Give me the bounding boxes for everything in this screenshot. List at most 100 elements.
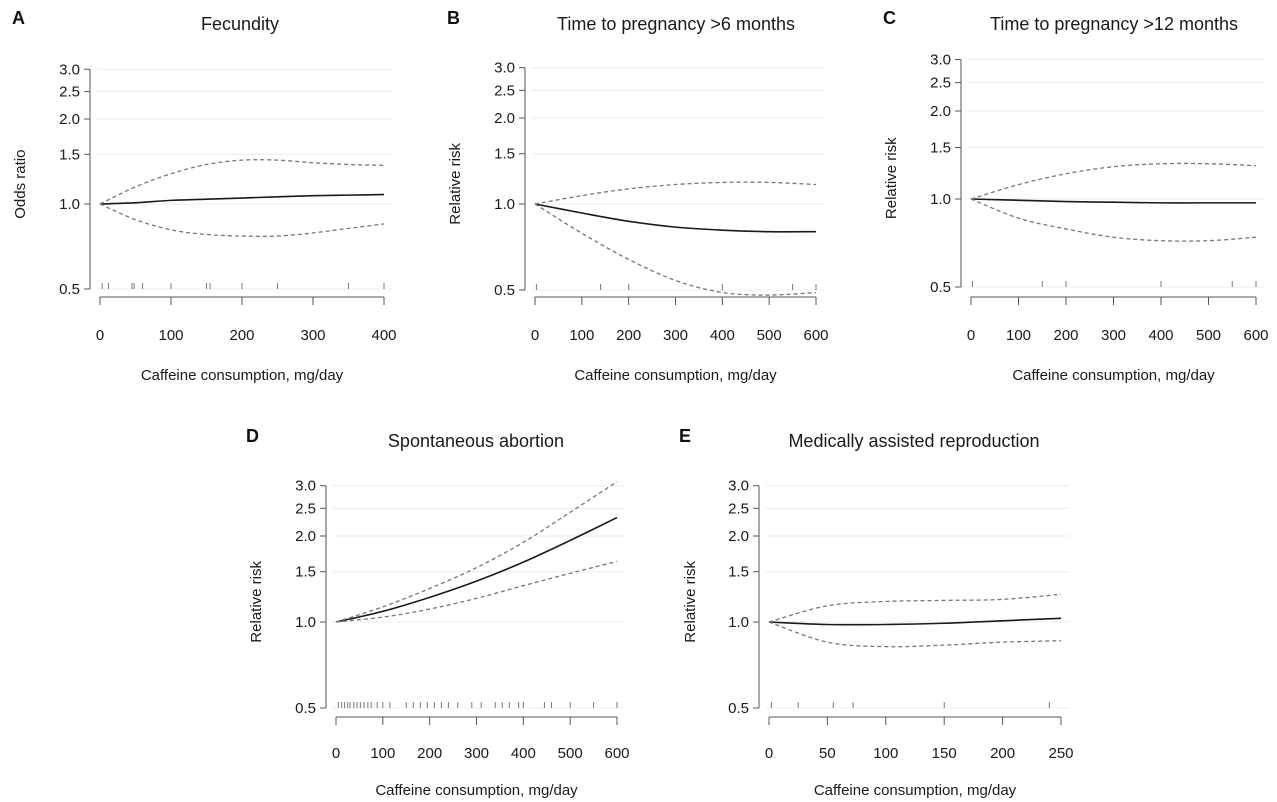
ci-upper-line [335, 481, 618, 623]
x-tick-label: 100 [1006, 327, 1031, 344]
x-tick-label: 300 [1101, 327, 1126, 344]
y-tick-label: 1.0 [930, 191, 951, 208]
x-tick-label: 300 [663, 327, 688, 344]
panel-d: D Spontaneous abortion 0.5 1.0 1.5 2.0 2.5 3.0 R… [246, 426, 630, 799]
y-axis-label: Relative risk [447, 143, 464, 225]
ci-upper-line [768, 593, 1062, 623]
y-tick-label: 2.5 [494, 82, 515, 99]
panel-e: E Medically assisted reproduction 0.5 1.0 1.… [679, 426, 1074, 799]
estimate-line [534, 203, 817, 233]
ci-upper-line [970, 162, 1257, 200]
estimate-line [768, 617, 1062, 626]
x-tick-label: 200 [417, 745, 442, 762]
y-tick-label: 3.0 [59, 61, 80, 78]
y-tick-label: 1.5 [59, 146, 80, 163]
y-tick-label: 2.5 [930, 75, 951, 92]
y-tick-label: 2.5 [728, 500, 749, 517]
ci-lower-line [99, 203, 385, 238]
panel-letter: D [246, 426, 259, 446]
y-tick-label: 1.5 [295, 564, 316, 581]
y-tick-label: 2.0 [59, 111, 80, 128]
estimate-line [335, 516, 618, 623]
y-tick-label: 3.0 [494, 60, 515, 77]
y-tick-label: 2.0 [728, 528, 749, 545]
panel-title: Fecundity [201, 14, 279, 34]
x-tick-label: 500 [1196, 327, 1221, 344]
x-tick-label: 100 [370, 745, 395, 762]
panel-title: Medically assisted reproduction [788, 431, 1039, 451]
x-tick-label: 200 [616, 327, 641, 344]
x-tick-label: 400 [371, 327, 396, 344]
ci-lower-line [970, 198, 1257, 242]
ci-lower-line [534, 203, 817, 296]
y-tick-label: 1.5 [728, 564, 749, 581]
x-tick-label: 300 [300, 327, 325, 344]
panel-letter: A [12, 8, 25, 28]
y-tick-label: 0.5 [494, 282, 515, 299]
y-tick-label: 3.0 [295, 478, 316, 495]
panel-title: Time to pregnancy >6 months [557, 14, 795, 34]
panel-letter: C [883, 8, 896, 28]
x-tick-label: 200 [1053, 327, 1078, 344]
ci-upper-line [99, 159, 385, 205]
y-axis-label: Relative risk [682, 561, 699, 643]
y-tick-label: 1.0 [728, 614, 749, 631]
ci-lower-line [335, 560, 618, 623]
panel-a: A Fecundity 0.5 1.0 1.5 2.0 2.5 3.0 Odds ratio 0 1… [12, 8, 397, 384]
y-tick-label: 0.5 [59, 281, 80, 298]
y-tick-label: 0.5 [295, 700, 316, 717]
x-axis-label: Caffeine consumption, mg/day [141, 367, 344, 384]
panel-letter: E [679, 426, 691, 446]
y-tick-label: 3.0 [930, 52, 951, 69]
x-tick-label: 400 [1148, 327, 1173, 344]
panel-letter: B [447, 8, 460, 28]
x-tick-label: 300 [464, 745, 489, 762]
y-tick-label: 3.0 [728, 478, 749, 495]
x-tick-label: 0 [531, 327, 539, 344]
x-tick-label: 0 [765, 745, 773, 762]
x-tick-label: 150 [932, 745, 957, 762]
ci-lower-line [768, 621, 1062, 648]
y-tick-label: 0.5 [930, 279, 951, 296]
x-tick-label: 200 [229, 327, 254, 344]
x-tick-label: 50 [819, 745, 836, 762]
y-axis-label: Relative risk [883, 137, 900, 219]
y-tick-label: 1.5 [494, 146, 515, 163]
x-tick-label: 600 [1243, 327, 1268, 344]
x-tick-label: 500 [757, 327, 782, 344]
ci-upper-line [534, 181, 817, 205]
y-tick-label: 1.0 [494, 196, 515, 213]
y-axis-label: Relative risk [248, 561, 265, 643]
x-axis-label: Caffeine consumption, mg/day [814, 782, 1017, 799]
panel-title: Spontaneous abortion [388, 431, 564, 451]
y-tick-label: 1.0 [59, 196, 80, 213]
y-tick-label: 1.0 [295, 614, 316, 631]
y-tick-label: 2.0 [494, 110, 515, 127]
y-tick-label: 2.5 [295, 500, 316, 517]
x-axis-label: Caffeine consumption, mg/day [574, 367, 777, 384]
y-tick-label: 1.5 [930, 140, 951, 157]
x-tick-label: 600 [604, 745, 629, 762]
x-tick-label: 400 [710, 327, 735, 344]
estimate-line [99, 193, 385, 205]
y-tick-label: 2.0 [930, 103, 951, 120]
estimate-line [970, 198, 1256, 204]
x-tick-label: 400 [511, 745, 536, 762]
y-tick-label: 2.0 [295, 528, 316, 545]
panel-c: C Time to pregnancy >12 months 0.5 1.0 1.5 2.… [883, 8, 1269, 384]
y-tick-label: 0.5 [728, 700, 749, 717]
x-tick-label: 200 [990, 745, 1015, 762]
x-tick-label: 250 [1048, 745, 1073, 762]
y-tick-label: 2.5 [59, 84, 80, 101]
x-axis-label: Caffeine consumption, mg/day [1012, 367, 1215, 384]
x-tick-label: 0 [96, 327, 104, 344]
x-tick-label: 0 [332, 745, 340, 762]
x-tick-label: 600 [803, 327, 828, 344]
panel-b: B Time to pregnancy >6 months 0.5 1.0 1.5 2.0… [447, 8, 829, 384]
x-tick-label: 100 [158, 327, 183, 344]
x-axis-label: Caffeine consumption, mg/day [375, 782, 578, 799]
x-tick-label: 100 [569, 327, 594, 344]
x-tick-label: 100 [873, 745, 898, 762]
x-tick-label: 0 [967, 327, 975, 344]
